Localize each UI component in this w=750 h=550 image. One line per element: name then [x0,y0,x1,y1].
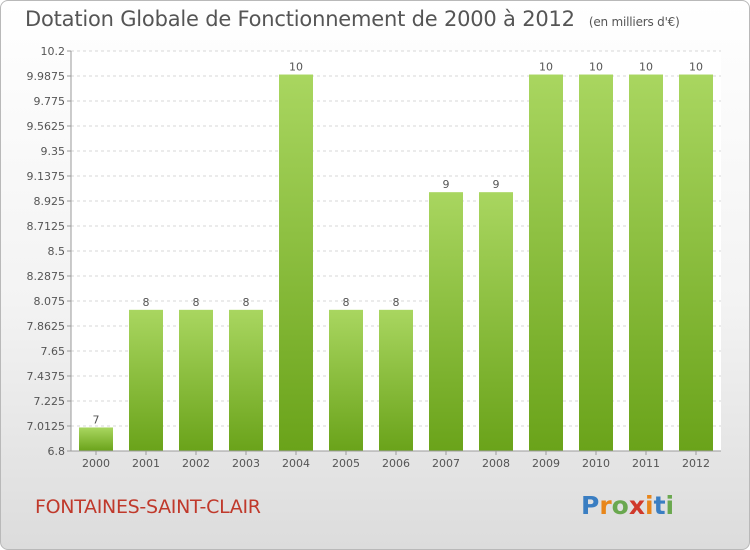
y-tick-label: 7.65 [41,345,66,358]
x-axis: 2000 2001 2002 2003 2004 2005 2006 2007 2008 2009… [71,450,721,470]
bar-2002 [179,309,213,451]
chart-subtitle: (en milliers d'€) [588,15,680,29]
chart-title: Dotation Globale de Fonctionnement de 20… [25,7,680,31]
y-tick-label: 10.2 [41,45,66,58]
y-tick-label: 7.4375 [27,370,66,383]
proxiti-logo: Proxiti [581,491,674,520]
bar-2006 [379,309,413,451]
bar-value-label: 8 [393,296,400,309]
bar-2003 [229,309,263,451]
x-tick-label: 2008 [482,457,510,470]
y-tick-label: 8.2875 [27,270,66,283]
y-tick-label: 7.0125 [27,420,66,433]
x-tick-label: 2000 [82,457,110,470]
bar-value-label: 10 [539,61,553,74]
x-tick-label: 2010 [582,457,610,470]
bar-value-label: 8 [343,296,350,309]
x-tick-label: 2007 [432,457,460,470]
x-tick-label: 2004 [282,457,310,470]
logo-letter: i [665,491,675,520]
bar-value-label: 8 [243,296,250,309]
x-tick-label: 2011 [632,457,660,470]
y-tick-label: 8.7125 [27,220,66,233]
x-tick-label: 2003 [232,457,260,470]
commune-name: FONTAINES-SAINT-CLAIR [35,496,261,518]
x-tick-label: 2012 [682,457,710,470]
bar-value-label: 10 [289,61,303,74]
bar-2001 [129,309,163,451]
bar-2005 [329,309,363,451]
bar-value-label: 9 [443,178,450,191]
bar-2000 [79,427,113,451]
bar-2008 [479,192,513,452]
x-tick-label: 2005 [332,457,360,470]
y-tick-label: 9.9875 [27,70,66,83]
bar-value-label: 10 [589,61,603,74]
y-tick-label: 7.8625 [27,320,66,333]
bar-2010 [579,74,613,451]
y-tick-label: 9.775 [34,95,66,108]
y-tick-label: 8.075 [34,295,66,308]
bar-value-label: 9 [493,178,500,191]
bar-value-label: 8 [193,296,200,309]
bars: 7 8 8 8 10 8 8 9 9 10 10 10 10 [79,61,713,452]
y-tick-label: 7.225 [34,395,66,408]
logo-letter: i [645,491,654,520]
bar-value-label: 10 [639,61,653,74]
chart-title-text: Dotation Globale de Fonctionnement de 20… [25,7,575,31]
bar-value-label: 8 [143,296,150,309]
logo-letter: x [628,491,645,520]
x-tick-label: 2002 [182,457,210,470]
x-tick-label: 2006 [382,457,410,470]
bar-2011 [629,74,663,451]
y-tick-label: 8.925 [34,195,66,208]
bar-2009 [529,74,563,451]
logo-letter: r [599,491,612,520]
y-tick-label: 9.1375 [27,170,66,183]
logo-letter: t [653,491,666,520]
bar-2012 [679,74,713,451]
y-tick-label: 9.35 [41,145,66,158]
x-tick-label: 2001 [132,457,160,470]
logo-letter: o [611,491,629,520]
bar-2004 [279,74,313,451]
x-tick-label: 2009 [532,457,560,470]
y-tick-label: 9.5625 [27,120,66,133]
y-tick-label: 6.8 [48,445,66,458]
logo-letter: P [581,491,600,520]
bar-2007 [429,192,463,452]
y-axis: 6.8 7.0125 7.225 7.4375 7.65 7.8625 8.075 8.287… [27,45,72,458]
y-tick-label: 8.5 [48,245,66,258]
bar-value-label: 7 [93,413,100,426]
bar-value-label: 10 [689,61,703,74]
